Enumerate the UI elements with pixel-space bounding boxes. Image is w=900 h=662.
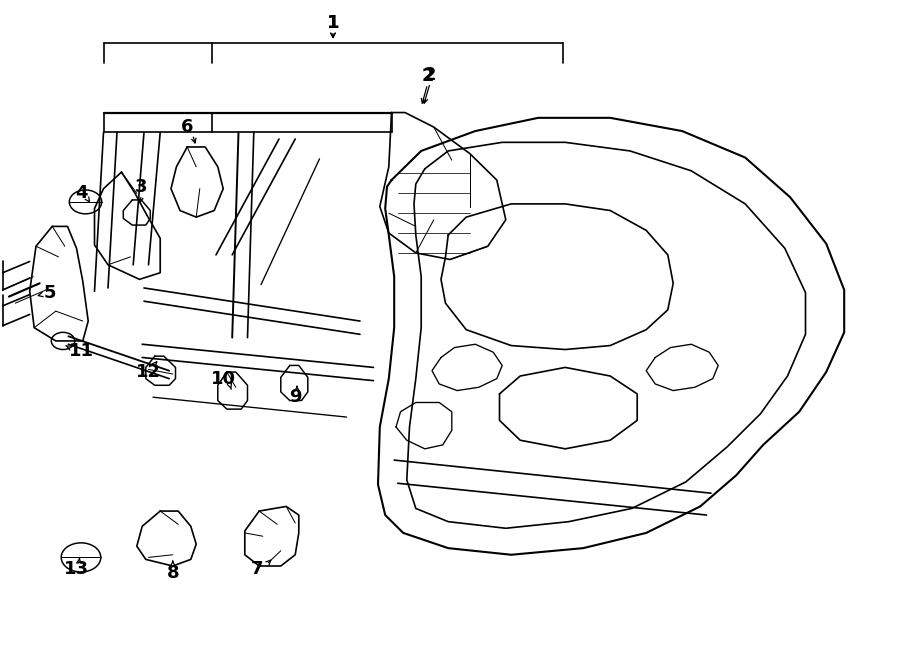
Text: 1: 1 xyxy=(327,14,339,32)
Text: 6: 6 xyxy=(181,118,194,136)
Text: 4: 4 xyxy=(75,184,87,203)
Text: 9: 9 xyxy=(289,388,302,406)
Text: 10: 10 xyxy=(211,369,236,388)
Text: 2: 2 xyxy=(421,67,434,85)
Text: 7: 7 xyxy=(250,560,263,579)
Text: 8: 8 xyxy=(166,563,179,582)
Text: 1: 1 xyxy=(327,14,339,32)
Text: 11: 11 xyxy=(68,342,94,360)
Text: 12: 12 xyxy=(136,363,161,381)
Text: 13: 13 xyxy=(64,560,89,579)
Text: 3: 3 xyxy=(135,177,148,196)
Text: 2: 2 xyxy=(424,66,436,84)
Text: 5: 5 xyxy=(43,283,56,302)
